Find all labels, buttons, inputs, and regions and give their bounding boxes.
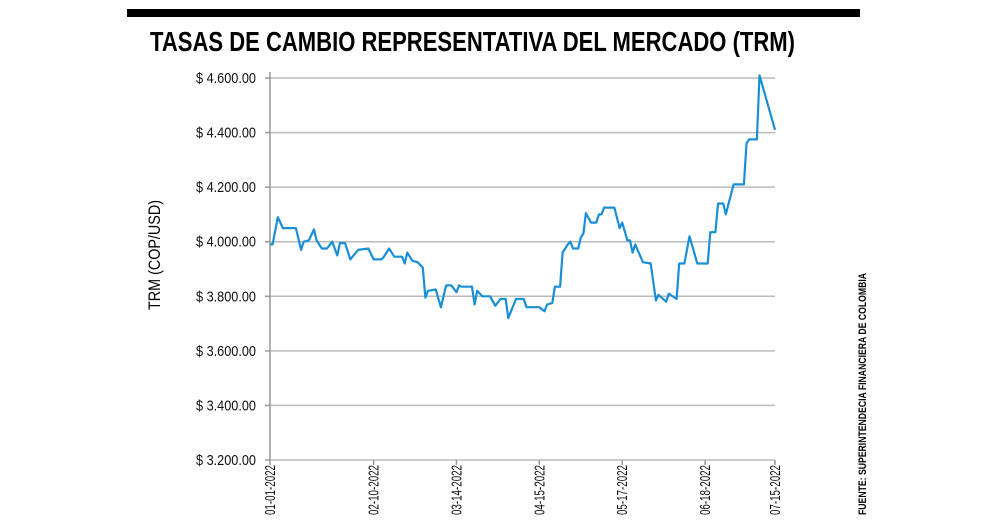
x-tick-label: 04-15-2022 bbox=[531, 465, 548, 515]
y-tick-label: $ 3.800.00 bbox=[196, 288, 256, 305]
top-black-bar bbox=[127, 9, 860, 17]
y-tick-label: $ 4.200.00 bbox=[196, 179, 256, 196]
y-tick-label: $ 3.200.00 bbox=[196, 452, 256, 469]
x-tick-label: 05-17-2022 bbox=[614, 465, 631, 515]
y-tick-label: $ 3.600.00 bbox=[196, 343, 256, 360]
y-tick-label: $ 4.000.00 bbox=[196, 234, 256, 251]
x-tick-label: 07-15-2022 bbox=[767, 465, 784, 515]
y-tick-label: $ 4.400.00 bbox=[196, 125, 256, 142]
chart-title: TASAS DE CAMBIO REPRESENTATIVA DEL MERCA… bbox=[150, 26, 795, 57]
x-tick-labels: 01-01-2022 02-10-2022 03-14-2022 04-15-2022… bbox=[262, 465, 784, 515]
y-tick-label: $ 4.600.00 bbox=[196, 70, 256, 87]
source-note: FUENTE: SUPERINTENDECIA FINANCIERA DE CO… bbox=[857, 273, 869, 515]
y-axis-title: TRM (COP/USD) bbox=[145, 200, 164, 310]
y-tick-labels: $ 3.200.00 $ 3.400.00 $ 3.600.00 $ 3.800.00… bbox=[196, 70, 256, 469]
x-tick-label: 06-18-2022 bbox=[697, 465, 714, 515]
gridlines bbox=[265, 77, 776, 465]
trm-series-line bbox=[270, 74, 777, 320]
x-tick-label: 01-01-2022 bbox=[262, 465, 279, 515]
x-tick-label: 03-14-2022 bbox=[448, 465, 465, 515]
x-tick-label: 02-10-2022 bbox=[366, 465, 383, 515]
y-tick-label: $ 3.400.00 bbox=[196, 397, 256, 414]
